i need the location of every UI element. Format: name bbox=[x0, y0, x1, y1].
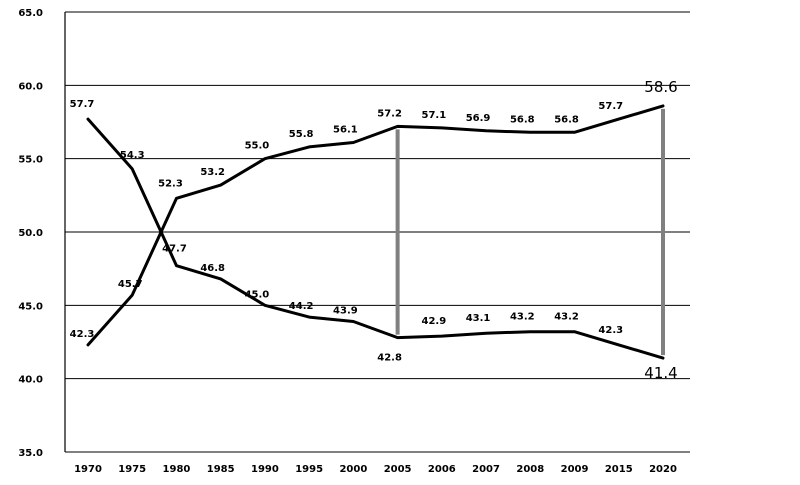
data-label: 42.3 bbox=[70, 329, 95, 340]
data-label: 43.2 bbox=[554, 312, 579, 323]
x-tick-label: 1985 bbox=[207, 464, 235, 475]
x-tick-label: 1980 bbox=[163, 464, 191, 475]
x-tick-label: 2008 bbox=[516, 464, 544, 475]
series-line-2 bbox=[86, 104, 665, 347]
x-tick-label: 2000 bbox=[339, 464, 367, 475]
data-label: 56.9 bbox=[466, 113, 491, 124]
data-labels: 57.7 54.3 47.7 46.8 45.0 44.2 43.9 42.8 42.9 43.1… bbox=[70, 78, 678, 382]
x-tick-label: 2009 bbox=[561, 464, 589, 475]
data-label: 54.3 bbox=[120, 150, 145, 161]
y-tick-label: 35.0 bbox=[18, 448, 43, 459]
data-label: 53.2 bbox=[200, 167, 225, 178]
y-tick-label: 65.0 bbox=[18, 8, 43, 19]
data-label: 42.9 bbox=[422, 316, 447, 327]
y-tick-label: 45.0 bbox=[18, 301, 43, 312]
x-tick-label: 1990 bbox=[251, 464, 279, 475]
data-label: 41.4 bbox=[644, 364, 677, 382]
data-label: 52.3 bbox=[158, 178, 183, 189]
x-tick-label: 1975 bbox=[118, 464, 146, 475]
series-line-1 bbox=[86, 117, 665, 360]
data-label: 58.6 bbox=[644, 78, 677, 96]
series-lines bbox=[86, 104, 665, 360]
y-tick-label: 60.0 bbox=[18, 81, 43, 92]
x-tick-label: 1970 bbox=[74, 464, 102, 475]
gridlines bbox=[65, 11, 690, 453]
data-label: 57.7 bbox=[70, 99, 95, 110]
data-label: 42.8 bbox=[377, 353, 402, 364]
data-label: 45.0 bbox=[245, 289, 270, 300]
y-tick-label: 40.0 bbox=[18, 375, 43, 386]
data-label: 47.7 bbox=[162, 244, 187, 255]
x-tick-label: 2005 bbox=[384, 464, 412, 475]
data-label: 45.7 bbox=[118, 279, 143, 290]
x-tick-label: 2015 bbox=[605, 464, 633, 475]
data-label: 55.0 bbox=[245, 141, 270, 152]
data-label: 55.8 bbox=[289, 129, 314, 140]
y-tick-label: 55.0 bbox=[18, 155, 43, 166]
x-tick-label: 1995 bbox=[295, 464, 323, 475]
y-axis-tick-labels: 35.0 40.0 45.0 50.0 55.0 60.0 65.0 bbox=[18, 8, 43, 459]
data-label: 56.1 bbox=[333, 125, 358, 136]
x-tick-label: 2006 bbox=[428, 464, 456, 475]
data-label: 57.1 bbox=[422, 110, 447, 121]
data-label: 57.2 bbox=[377, 108, 402, 119]
data-label: 44.2 bbox=[289, 301, 314, 312]
data-label: 56.8 bbox=[554, 114, 579, 125]
x-tick-label: 2007 bbox=[472, 464, 500, 475]
y-tick-label: 50.0 bbox=[18, 228, 43, 239]
data-label: 57.7 bbox=[598, 101, 623, 112]
data-label: 56.8 bbox=[510, 114, 535, 125]
data-label: 43.9 bbox=[333, 305, 358, 316]
data-label: 42.3 bbox=[598, 325, 623, 336]
x-axis-tick-labels: 1970 1975 1980 1985 1990 1995 2000 2005 2006 2007… bbox=[74, 464, 677, 475]
data-label: 43.2 bbox=[510, 312, 535, 323]
highlight-markers bbox=[395, 108, 665, 356]
data-label: 43.1 bbox=[466, 313, 491, 324]
data-label: 46.8 bbox=[200, 263, 225, 274]
x-tick-label: 2020 bbox=[649, 464, 677, 475]
